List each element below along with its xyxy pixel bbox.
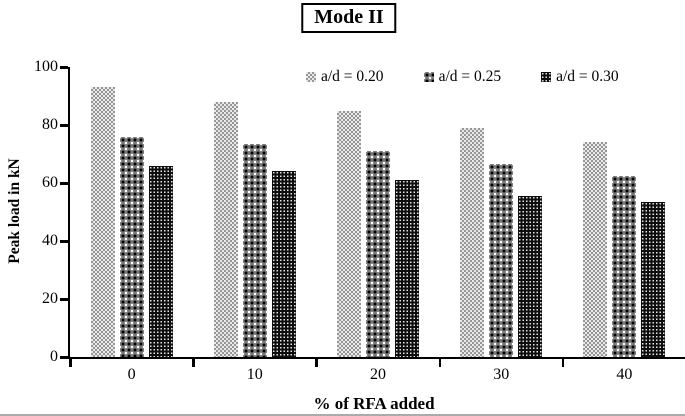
y-axis-tick: [60, 124, 68, 127]
legend-item: a/d = 0.20: [306, 68, 384, 86]
x-axis-tick: [438, 359, 442, 367]
chart-title: Mode II: [314, 6, 384, 28]
y-axis-tick: [60, 240, 68, 243]
x-axis-tick: [315, 359, 318, 367]
y-axis-tick: [60, 182, 68, 185]
x-axis-tick: [561, 359, 565, 367]
y-tick-label: 40: [42, 232, 58, 249]
bar-0.20: [583, 142, 608, 357]
figure-bottom-rule: [0, 414, 685, 416]
legend-item: a/d = 0.30: [541, 68, 619, 86]
x-axis-tick: [69, 359, 72, 367]
bar-0.25: [365, 151, 390, 357]
legend-label: a/d = 0.25: [438, 68, 502, 85]
y-tick-label: 0: [50, 348, 58, 365]
x-tick-label: 0: [127, 366, 136, 383]
y-tick-label: 80: [42, 116, 58, 133]
bar-group: [440, 127, 563, 357]
x-tick-label: 30: [493, 366, 510, 383]
legend-label: a/d = 0.20: [321, 68, 384, 85]
y-axis-tick: [60, 66, 68, 69]
bar-0.25: [119, 136, 144, 357]
chart-title-box: Mode II: [301, 3, 397, 33]
legend-marker-icon: [423, 72, 434, 82]
bar-0.30: [641, 201, 666, 357]
bar-group: [70, 87, 193, 357]
y-tick-label: 60: [42, 174, 58, 191]
bar-group: [316, 110, 439, 357]
bar-0.20: [336, 110, 361, 357]
y-tick-label: 100: [34, 58, 58, 75]
y-tick-label: 20: [42, 290, 58, 307]
bar-group: [563, 142, 685, 357]
bar-0.25: [612, 175, 637, 357]
bar-0.20: [213, 101, 238, 357]
bar-0.30: [271, 171, 296, 357]
bar-0.30: [148, 165, 173, 357]
x-axis-tick: [192, 359, 195, 367]
legend-item: a/d = 0.25: [423, 68, 502, 86]
bar-group: [193, 101, 316, 357]
x-tick-label: 40: [616, 366, 633, 383]
legend-marker-icon: [306, 72, 316, 82]
bar-0.20: [460, 127, 485, 357]
legend-label: a/d = 0.30: [556, 68, 619, 85]
x-tick-label: 10: [246, 366, 263, 383]
x-axis-title: % of RFA added: [313, 394, 435, 413]
y-axis-tick: [60, 356, 68, 359]
bar-0.25: [242, 143, 267, 357]
legend: a/d = 0.20 a/d = 0.25 a/d = 0.30: [306, 68, 619, 86]
bar-0.20: [90, 87, 115, 357]
legend-marker-icon: [541, 72, 552, 82]
bar-0.30: [518, 196, 543, 357]
plot-area: 0 20 40 60 80 100 0 10 20 30 40: [34, 58, 685, 383]
y-axis-tick: [60, 298, 68, 301]
bar-0.25: [489, 164, 514, 357]
bar-0.30: [394, 180, 419, 357]
x-tick-label: 20: [369, 366, 386, 383]
